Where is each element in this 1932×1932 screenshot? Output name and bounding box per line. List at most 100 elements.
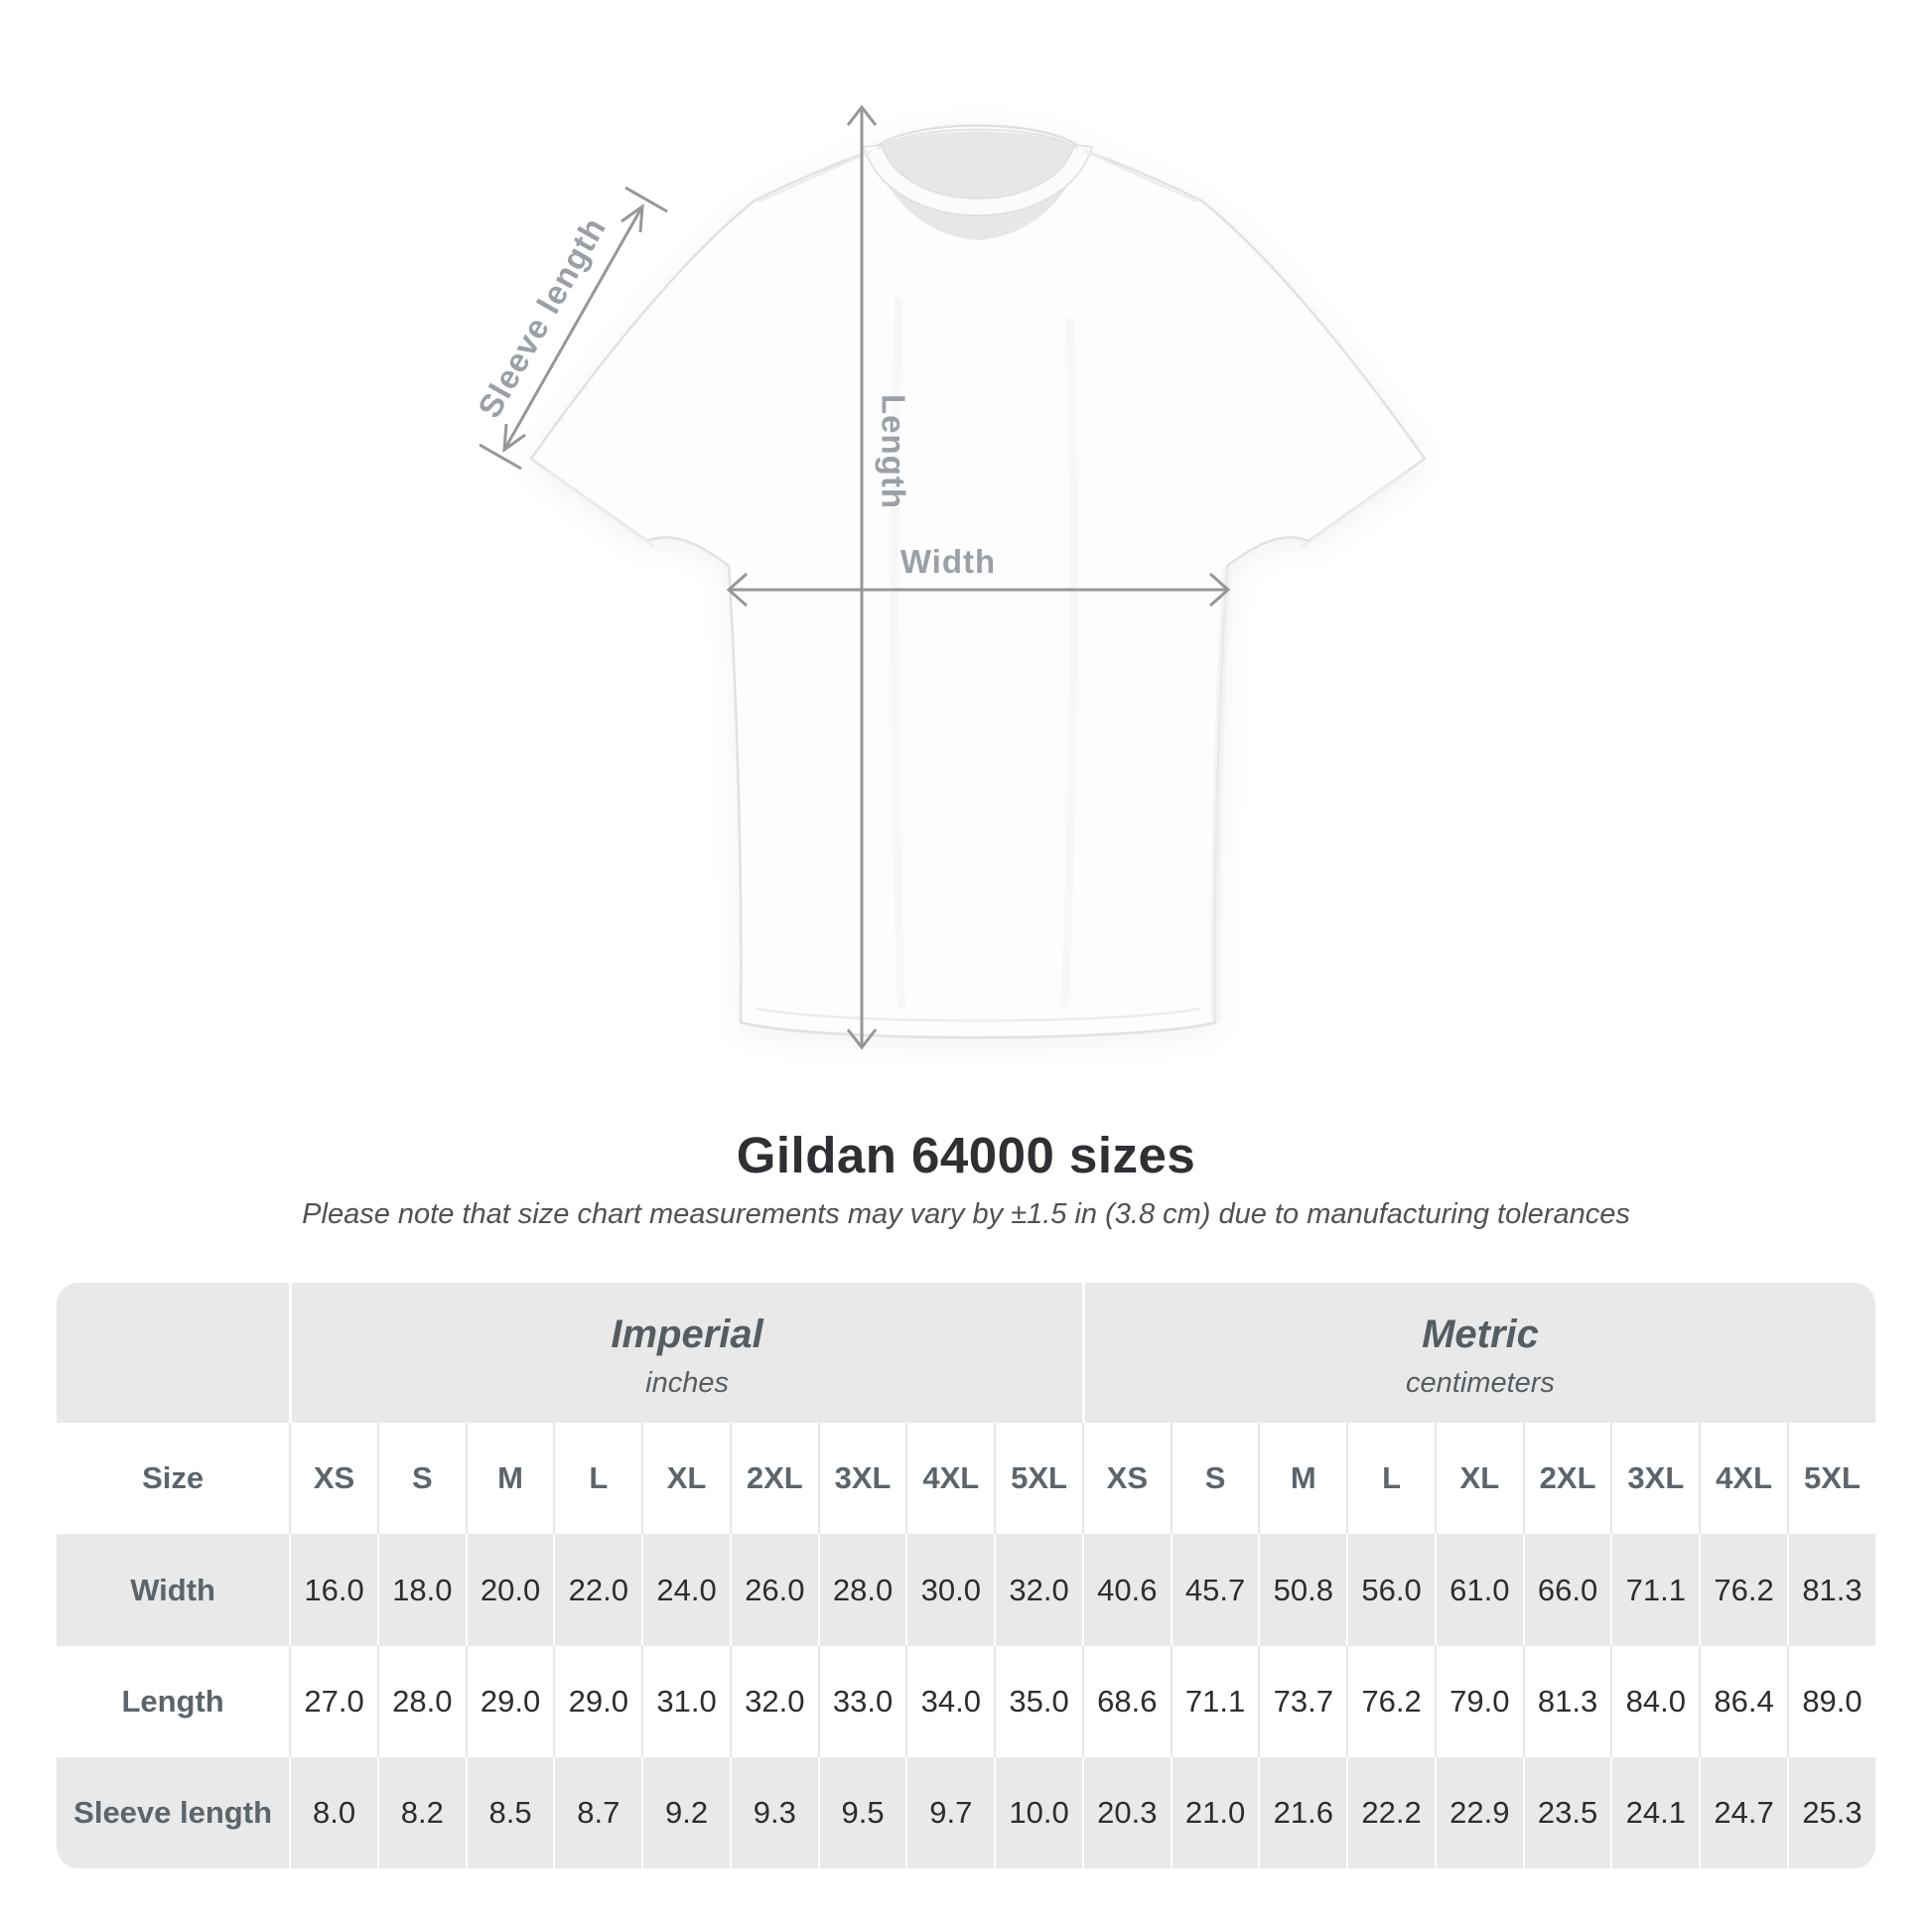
table-cell: 81.3 <box>1786 1534 1875 1646</box>
col-header: 5XL <box>994 1423 1082 1535</box>
table-cell: 31.0 <box>641 1645 730 1757</box>
table-cell: 56.0 <box>1346 1534 1435 1646</box>
table-cell: 9.7 <box>905 1756 994 1868</box>
table-cell: 18.0 <box>376 1534 466 1646</box>
col-header: 3XL <box>1610 1423 1699 1535</box>
table-cell: 27.0 <box>289 1645 377 1757</box>
table-cell: 10.0 <box>994 1756 1082 1868</box>
row-label: Size <box>142 1460 205 1496</box>
col-header: XL <box>1434 1423 1523 1535</box>
table-cell: 20.0 <box>465 1534 554 1646</box>
table-cell: 45.7 <box>1170 1534 1259 1646</box>
length-label: Length <box>875 394 911 509</box>
table-cell: 8.2 <box>376 1756 466 1868</box>
table-cell: 50.8 <box>1258 1534 1346 1646</box>
table-cell: 84.0 <box>1610 1645 1699 1757</box>
imperial-section-header: Imperial inches <box>289 1283 1082 1424</box>
col-header: 4XL <box>1699 1423 1787 1535</box>
corner-cell <box>57 1283 289 1423</box>
table-cell: 22.9 <box>1434 1756 1523 1868</box>
table-cell: 24.7 <box>1699 1756 1787 1868</box>
unit-section-row: Imperial inches Metric centimeters <box>57 1283 1875 1424</box>
table-cell: 21.0 <box>1170 1756 1259 1868</box>
tshirt-illustration: Sleeve length Length Width <box>471 104 1427 1050</box>
col-header: 2XL <box>1522 1423 1611 1535</box>
sleeve-length-row: Sleeve length 8.0 8.2 8.5 8.7 9.2 9.3 9.… <box>57 1756 1875 1868</box>
table-cell: 16.0 <box>289 1534 377 1646</box>
page-subtitle: Please note that size chart measurements… <box>302 1198 1630 1230</box>
dimension-lines <box>479 104 1231 1050</box>
imperial-unit: inches <box>645 1367 729 1400</box>
size-table-container: Imperial inches Metric centimeters Size … <box>57 1283 1875 1868</box>
col-header: L <box>553 1423 641 1535</box>
width-row: Width 16.0 18.0 20.0 22.0 24.0 26.0 28.0… <box>57 1534 1875 1646</box>
tshirt-diagram: Sleeve length Length Width <box>471 104 1427 1050</box>
table-cell: 24.0 <box>641 1534 730 1646</box>
table-cell: 61.0 <box>1434 1534 1523 1646</box>
length-row: Length 27.0 28.0 29.0 29.0 31.0 32.0 33.… <box>57 1645 1875 1757</box>
heading-block: Gildan 64000 sizes Please note that size… <box>0 1126 1932 1231</box>
table-cell: 30.0 <box>905 1534 994 1646</box>
table-cell: 28.0 <box>376 1645 466 1757</box>
col-header: XS <box>289 1423 377 1535</box>
col-header: M <box>465 1423 554 1535</box>
table-cell: 23.5 <box>1522 1756 1611 1868</box>
table-cell: 21.6 <box>1258 1756 1346 1868</box>
table-cell: 24.1 <box>1610 1756 1699 1868</box>
table-cell: 29.0 <box>553 1645 641 1757</box>
size-table: Imperial inches Metric centimeters Size … <box>57 1283 1875 1868</box>
col-header: 4XL <box>905 1423 994 1535</box>
table-cell: 29.0 <box>465 1645 554 1757</box>
col-header: 2XL <box>729 1423 818 1535</box>
table-cell: 35.0 <box>994 1645 1082 1757</box>
col-header: L <box>1346 1423 1435 1535</box>
table-cell: 89.0 <box>1786 1645 1875 1757</box>
col-header: 3XL <box>817 1423 906 1535</box>
metric-unit: centimeters <box>1406 1367 1555 1400</box>
table-cell: 81.3 <box>1522 1645 1611 1757</box>
table-cell: 68.6 <box>1081 1645 1171 1757</box>
row-label: Length <box>121 1683 224 1719</box>
table-cell: 32.0 <box>994 1534 1082 1646</box>
table-cell: 76.2 <box>1346 1645 1435 1757</box>
table-cell: 8.0 <box>289 1756 377 1868</box>
table-cell: 34.0 <box>905 1645 994 1757</box>
table-cell: 26.0 <box>729 1534 818 1646</box>
table-cell: 22.2 <box>1346 1756 1435 1868</box>
table-cell: 79.0 <box>1434 1645 1523 1757</box>
table-cell: 33.0 <box>817 1645 906 1757</box>
table-cell: 25.3 <box>1786 1756 1875 1868</box>
sleeve-arrow-line <box>502 206 644 451</box>
table-cell: 28.0 <box>817 1534 906 1646</box>
table-cell: 71.1 <box>1610 1534 1699 1646</box>
table-cell: 73.7 <box>1258 1645 1346 1757</box>
tshirt-shape <box>529 124 1427 1039</box>
col-header: XL <box>641 1423 730 1535</box>
row-label: Width <box>130 1572 215 1607</box>
col-header: S <box>1170 1423 1259 1535</box>
table-cell: 9.5 <box>817 1756 906 1868</box>
table-cell: 9.2 <box>641 1756 730 1868</box>
table-cell: 76.2 <box>1699 1534 1787 1646</box>
metric-section-header: Metric centimeters <box>1081 1283 1875 1424</box>
imperial-title: Imperial <box>611 1312 763 1357</box>
table-cell: 20.3 <box>1081 1756 1171 1868</box>
table-cell: 22.0 <box>553 1534 641 1646</box>
col-header: XS <box>1081 1423 1171 1535</box>
metric-title: Metric <box>1422 1312 1539 1357</box>
table-cell: 40.6 <box>1081 1534 1171 1646</box>
table-cell: 9.3 <box>729 1756 818 1868</box>
col-header: S <box>376 1423 466 1535</box>
page-title: Gildan 64000 sizes <box>736 1127 1196 1183</box>
size-header-row: Size XS S M L XL 2XL 3XL 4XL 5XL XS S M … <box>57 1423 1875 1535</box>
width-label: Width <box>900 543 996 580</box>
row-label: Sleeve length <box>73 1794 273 1830</box>
table-cell: 32.0 <box>729 1645 818 1757</box>
col-header: M <box>1258 1423 1346 1535</box>
table-cell: 8.7 <box>553 1756 641 1868</box>
col-header: 5XL <box>1786 1423 1875 1535</box>
table-cell: 8.5 <box>465 1756 554 1868</box>
table-cell: 66.0 <box>1522 1534 1611 1646</box>
table-cell: 86.4 <box>1699 1645 1787 1757</box>
